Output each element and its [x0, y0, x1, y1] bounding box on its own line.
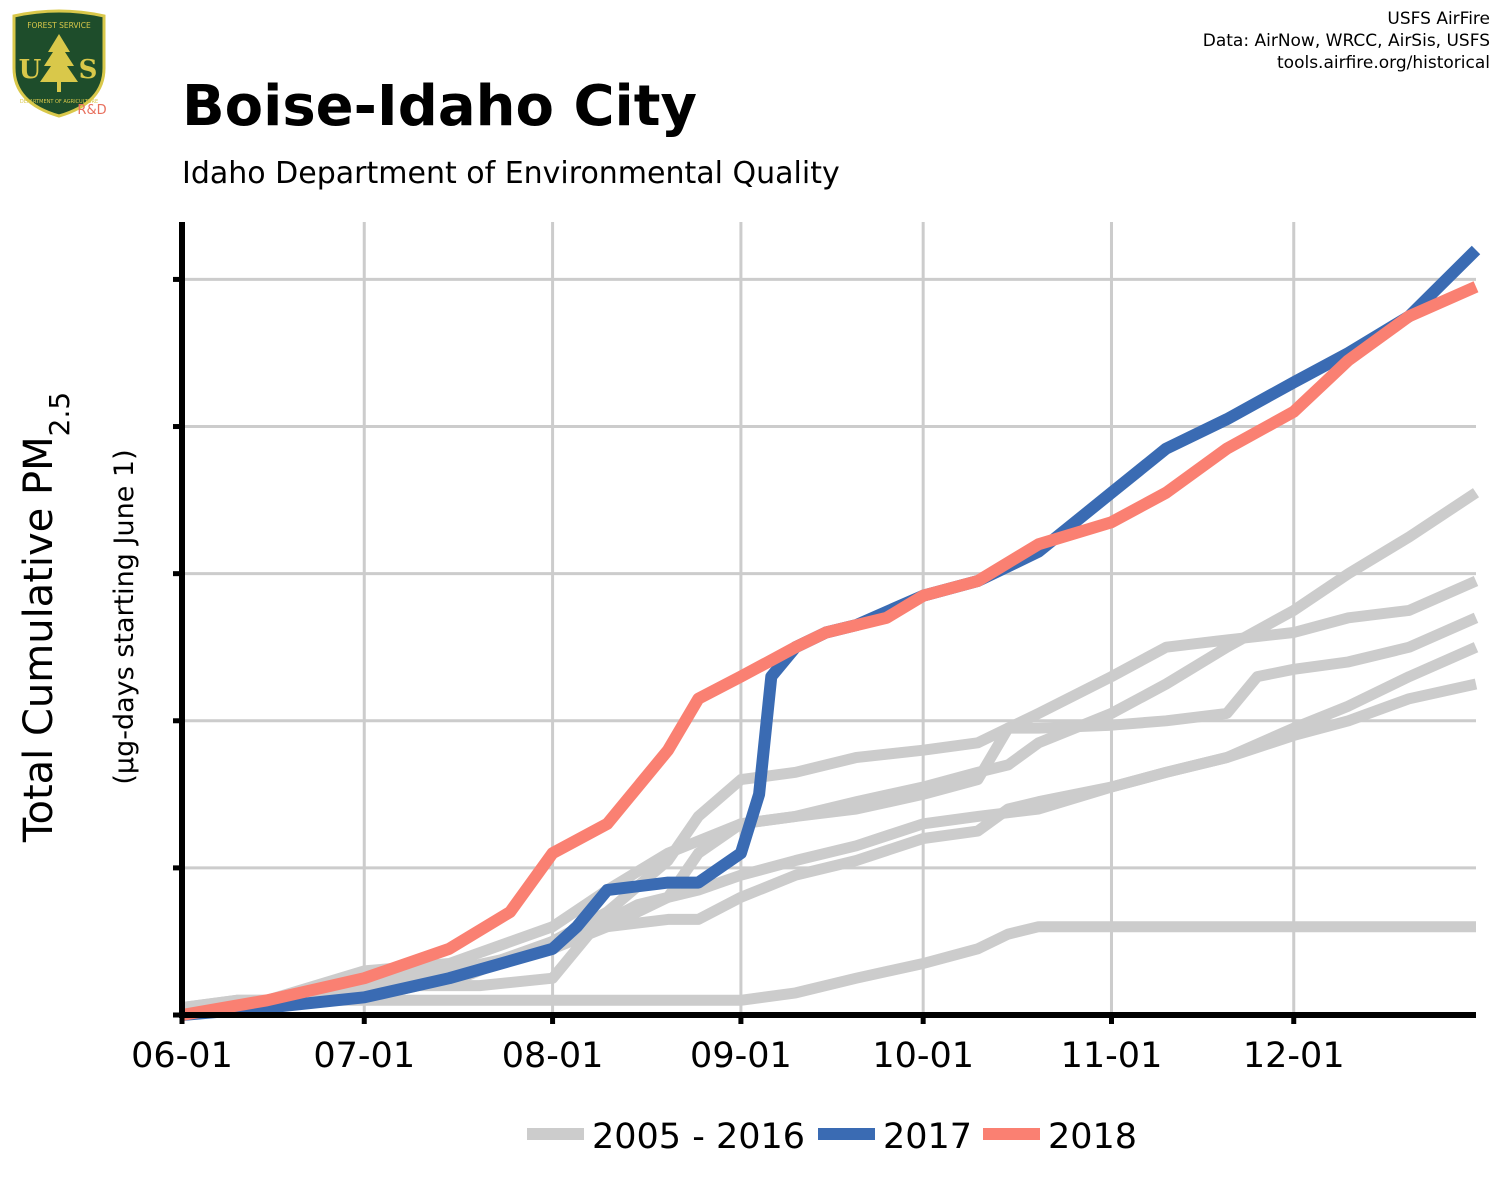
highlight-series-group — [180, 245, 1481, 1021]
y-axis-label: Total Cumulative PM2.5 (µg-days starting… — [16, 392, 140, 843]
logo-letter-s: S — [79, 55, 98, 85]
series-line-historical-6 — [181, 921, 1476, 1014]
x-tick-label: 10-01 — [872, 1036, 974, 1076]
credit-line: Data: AirNow, WRCC, AirSis, USFS — [1202, 31, 1490, 51]
legend-label-1: 2005 - 2016 — [592, 1117, 805, 1157]
credit-line: USFS AirFire — [1387, 9, 1490, 29]
axes — [173, 222, 1476, 1024]
y-axis-title: Total Cumulative PM2.5 — [16, 392, 76, 843]
y-axis-title-subscript: 2.5 — [43, 392, 76, 437]
legend: 2005 - 2016 2017 2018 — [527, 1117, 1137, 1157]
credit-line: tools.airfire.org/historical — [1277, 53, 1490, 73]
legend-label-2: 2017 — [883, 1117, 972, 1157]
series-line-historical-1 — [181, 642, 1479, 1014]
logo-rd-tag: R&D — [77, 103, 106, 118]
tree-icon — [40, 34, 78, 92]
series-line-2018 — [180, 281, 1479, 1021]
x-tick-label: 09-01 — [690, 1036, 792, 1076]
x-tick-label: 11-01 — [1061, 1036, 1163, 1076]
logo-top-text: FOREST SERVICE — [27, 21, 91, 30]
x-tick-labels: 06-01 07-01 08-01 09-01 10-01 11-01 12-01 — [131, 1036, 1344, 1076]
series-line-historical-3 — [181, 575, 1479, 1014]
x-tick-label: 07-01 — [313, 1036, 415, 1076]
logo-letter-u: U — [19, 55, 42, 85]
legend-label-3: 2018 — [1048, 1117, 1137, 1157]
historical-series-group — [181, 488, 1480, 1014]
x-tick-label: 06-01 — [131, 1036, 233, 1076]
y-axis-subtitle: (µg-days starting June 1) — [109, 449, 140, 784]
logo-bottom-text: DEPARTMENT OF AGRICULTURE — [20, 99, 98, 105]
usfs-logo: U S FOREST SERVICE DEPARTMENT OF AGRICUL… — [12, 9, 107, 118]
credits-block: USFS AirFire Data: AirNow, WRCC, AirSis,… — [1203, 8, 1490, 74]
page-title: Boise-Idaho City — [182, 74, 698, 139]
x-tick-label: 08-01 — [502, 1036, 604, 1076]
page-subtitle: Idaho Department of Environmental Qualit… — [182, 156, 840, 191]
x-tick-label: 12-01 — [1243, 1036, 1345, 1076]
